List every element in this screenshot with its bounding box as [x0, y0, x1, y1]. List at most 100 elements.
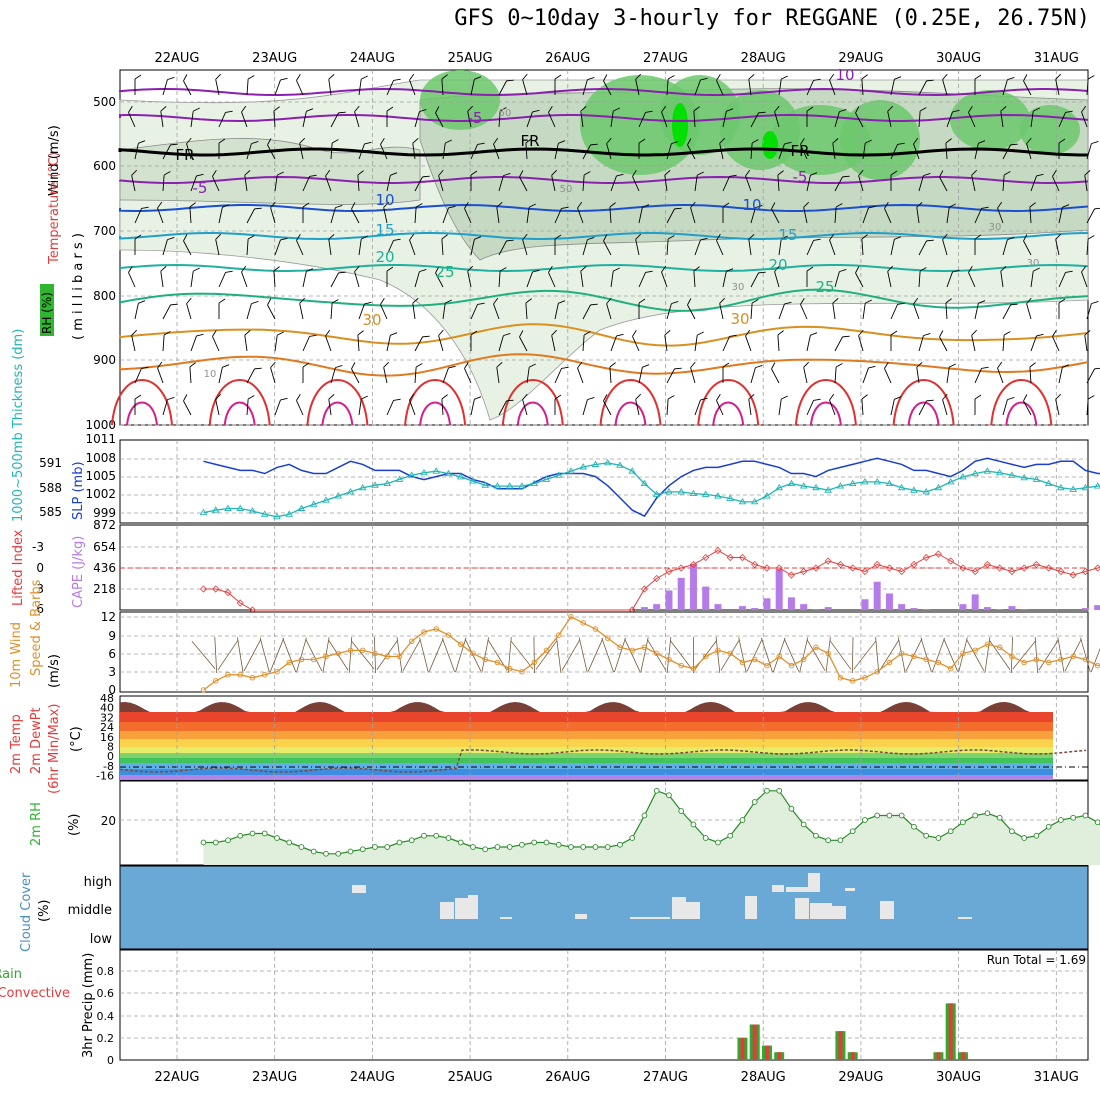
thickness-point	[897, 483, 906, 491]
wind-barb-shaft	[887, 111, 892, 128]
dewpt-axis-label: 2m DewPt	[29, 707, 44, 774]
wind-barb-shaft	[1026, 303, 1032, 320]
cloud-tick: middle	[68, 903, 112, 918]
wind-barb-shaft	[215, 79, 220, 96]
wind-barb-shaft	[354, 111, 360, 128]
wind-barb-shaft	[806, 175, 811, 192]
contour-label: 50	[560, 184, 573, 195]
wind10-barb-shaft	[905, 638, 923, 672]
wind-barb-flag	[357, 170, 364, 176]
wind-barb-shaft	[218, 112, 226, 128]
wind-barb-flag	[131, 329, 138, 336]
wind10-point	[886, 659, 893, 666]
thickness-point	[567, 467, 575, 474]
wind-barb-shaft	[1086, 79, 1089, 96]
wind-barb-shaft	[212, 176, 220, 192]
wind-barb-flag	[193, 107, 200, 112]
wind10-barb	[640, 637, 649, 673]
wind-barb	[974, 74, 982, 95]
lifted-point	[1032, 560, 1040, 569]
wind-barb-flag	[506, 239, 514, 242]
wind-barb-shaft	[270, 367, 276, 384]
wind-barb	[693, 106, 700, 128]
wind-barb	[890, 236, 902, 256]
wind-barb-shaft	[498, 335, 504, 352]
wind-barb-flag	[532, 269, 540, 273]
rh2m-point	[702, 835, 709, 841]
wind10-point	[200, 687, 207, 693]
wind-barb	[1086, 235, 1095, 256]
wind-barb	[358, 301, 372, 320]
wind-barb	[554, 300, 566, 320]
wind-barb-shaft	[383, 367, 388, 384]
wind-barb	[270, 361, 276, 384]
wind-barb	[218, 110, 233, 128]
wind-barb-shaft	[774, 271, 780, 288]
wind-barb-shaft	[246, 303, 252, 320]
wind10-barb	[761, 637, 773, 673]
wind-barb	[274, 237, 288, 256]
wind-barb	[719, 297, 726, 320]
wind-barb-flag	[1023, 74, 1028, 82]
wind-barb-flag	[748, 234, 755, 240]
wind-barb	[806, 106, 814, 127]
wind10-panel	[119, 611, 1089, 693]
wind-barb-flag	[968, 266, 973, 273]
wind-barb	[554, 234, 562, 255]
lifted-point	[1069, 571, 1077, 579]
date-label-bottom: 30AUG	[936, 1070, 981, 1085]
wind-barb-shaft	[414, 271, 420, 288]
wind-barb	[748, 74, 755, 96]
wind-barb-flag	[700, 77, 708, 81]
thickness-point	[334, 492, 343, 499]
wind10-point	[996, 644, 1003, 651]
rh2m-point	[764, 787, 770, 794]
wind-barb-shaft	[162, 399, 168, 416]
wind-barb	[218, 298, 226, 319]
wind-barb-flag	[412, 138, 419, 144]
wind10-point	[1045, 659, 1052, 666]
wind-barb	[183, 234, 192, 256]
wind-barb	[1029, 362, 1036, 384]
wind-barb	[1002, 171, 1011, 192]
wind10-barb	[1034, 637, 1039, 673]
wind-barb	[1000, 106, 1007, 128]
wind10-point	[739, 659, 746, 666]
precip-conv-bar	[850, 1052, 855, 1060]
wind-barb-shaft	[997, 207, 1004, 224]
wind-barb	[666, 395, 675, 416]
wind-barb	[687, 138, 696, 160]
wind-barb-shaft	[638, 112, 646, 128]
wind-barb-flag	[331, 299, 339, 304]
wind10-point	[261, 672, 268, 678]
wind-barb-shaft	[577, 207, 584, 224]
wind-barb-shaft	[862, 207, 869, 224]
wind-barb-flag	[134, 394, 142, 400]
rh2m-point	[825, 837, 832, 844]
wind-barb-flag	[716, 74, 721, 81]
wind10-barb-shaft	[441, 637, 456, 673]
thickness-axis-label: 1000~500mb Thickness (dm)	[11, 329, 26, 522]
wind-barb-flag	[157, 201, 163, 209]
wind10-barb-shaft	[694, 640, 717, 670]
wind-barb-flag	[1036, 173, 1044, 177]
isotherm-line	[111, 379, 173, 426]
lifted-point	[677, 564, 685, 572]
thickness-point	[1093, 482, 1100, 489]
lifted-point	[751, 560, 759, 569]
wind10-barb-shaft	[614, 637, 626, 673]
wind-barb-shaft	[666, 79, 669, 96]
wind-barb	[942, 393, 948, 416]
wind-barb-shaft	[267, 144, 276, 160]
contour-label: 30	[362, 311, 381, 329]
wind-barb-shaft	[580, 111, 584, 128]
wind-barb-shaft	[778, 239, 782, 256]
wind10-axis-label: 10m Wind	[9, 622, 24, 688]
wind-barb-flag	[1003, 171, 1011, 176]
wind-barb	[862, 365, 876, 384]
wind10-barb	[535, 640, 558, 670]
rh2m-point	[849, 828, 856, 835]
wind-barb-shaft	[918, 80, 927, 96]
wind-barb	[945, 298, 952, 320]
wind-barb	[716, 394, 724, 416]
